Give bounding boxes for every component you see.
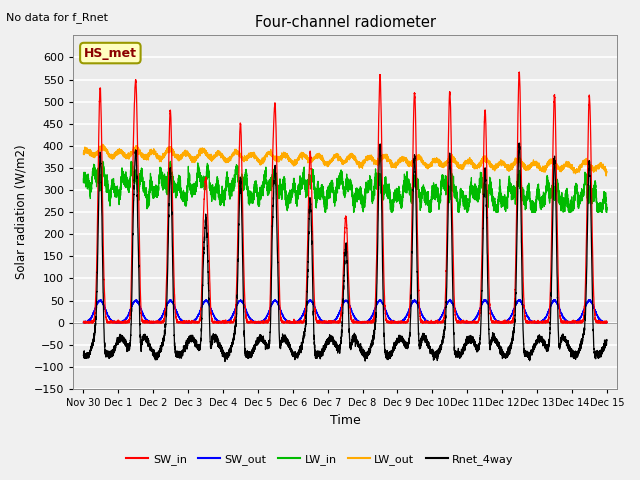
Y-axis label: Solar radiation (W/m2): Solar radiation (W/m2) xyxy=(15,145,28,279)
X-axis label: Time: Time xyxy=(330,414,360,427)
Text: HS_met: HS_met xyxy=(84,47,137,60)
Legend: SW_in, SW_out, LW_in, LW_out, Rnet_4way: SW_in, SW_out, LW_in, LW_out, Rnet_4way xyxy=(122,450,518,469)
Text: No data for f_Rnet: No data for f_Rnet xyxy=(6,12,108,23)
Title: Four-channel radiometer: Four-channel radiometer xyxy=(255,15,436,30)
